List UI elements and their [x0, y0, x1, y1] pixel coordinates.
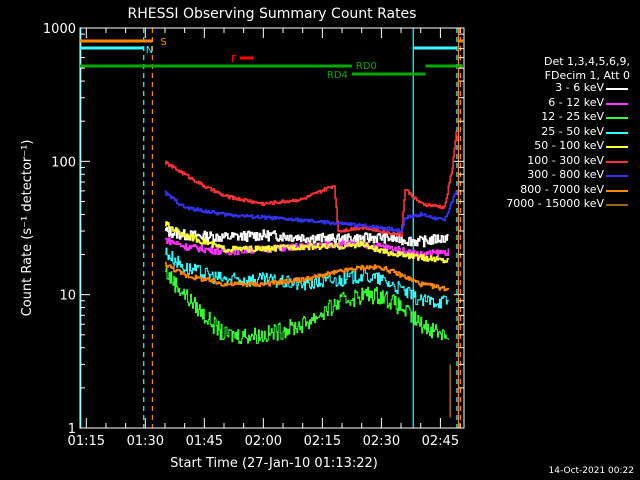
x-tick-label: 01:30	[127, 434, 164, 449]
series-line-6	[165, 190, 457, 233]
x-tick-label: 02:15	[304, 434, 341, 449]
legend-swatch	[606, 131, 628, 134]
legend-entry: 800 - 7000 keV	[480, 183, 630, 196]
legend-entry: 100 - 300 keV	[480, 154, 630, 167]
y-tick-label: 10	[59, 289, 76, 304]
x-tick-label: 01:45	[186, 434, 223, 449]
x-tick-label: 02:30	[363, 434, 400, 449]
series-line-2	[165, 267, 449, 344]
y-tick-label: 1	[68, 422, 76, 437]
flag-label-rd4: RD4	[327, 70, 348, 81]
x-axis-label: Start Time (27-Jan-10 01:13:22)	[170, 456, 378, 471]
plot-frame	[79, 27, 465, 429]
legend-label: 3 - 6 keV	[555, 81, 604, 94]
flag-label-n: N	[146, 45, 153, 56]
legend-header-line: FDecim 1, Att 0	[544, 69, 630, 82]
generation-timestamp: 14-Oct-2021 00:22	[548, 466, 634, 476]
x-tick-label: 01:15	[68, 434, 105, 449]
flag-label-f: F	[231, 54, 237, 65]
legend-label: 7000 - 15000 keV	[506, 197, 604, 210]
legend-label: 100 - 300 keV	[527, 153, 604, 167]
legend-swatch	[606, 88, 628, 90]
legend-entry: 3 - 6 keV	[480, 81, 630, 94]
legend-swatch	[606, 146, 628, 148]
legend-label: 300 - 800 keV	[527, 168, 604, 181]
legend-swatch	[606, 102, 628, 105]
series-line-3	[165, 247, 449, 309]
legend-entry: 25 - 50 keV	[480, 125, 630, 138]
series-line-7	[165, 261, 450, 292]
y-tick-label: 1000	[43, 22, 76, 37]
legend-entry: 50 - 100 keV	[480, 139, 630, 152]
chart-title: RHESSI Observing Summary Count Rates	[128, 6, 417, 22]
legend-swatch	[606, 189, 628, 192]
legend-label: 50 - 100 keV	[534, 139, 604, 152]
series-line-4	[165, 221, 450, 264]
legend-swatch	[606, 204, 628, 206]
legend-label: 12 - 25 keV	[541, 110, 604, 123]
legend-swatch	[606, 160, 628, 163]
y-axis-label: Count Rate (s⁻¹ detector⁻¹)	[20, 140, 35, 317]
legend-swatch	[606, 175, 628, 177]
legend-header-line: Det 1,3,4,5,6,9,	[543, 55, 630, 68]
legend-entry: 6 - 12 keV	[480, 96, 630, 109]
series-line-5	[165, 131, 457, 237]
legend-label: 6 - 12 keV	[548, 95, 604, 109]
legend-entry: 300 - 800 keV	[480, 168, 630, 181]
y-tick-label: 100	[51, 155, 76, 170]
legend-label: 800 - 7000 keV	[520, 182, 604, 196]
x-tick-label: 02:45	[422, 434, 459, 449]
x-tick-label: 02:00	[245, 434, 282, 449]
legend-entry: 7000 - 15000 keV	[480, 197, 630, 210]
flag-label-rd0: RD0	[356, 61, 377, 72]
legend-label: 25 - 50 keV	[541, 124, 604, 138]
legend-entry: 12 - 25 keV	[480, 110, 630, 123]
legend-swatch	[606, 117, 628, 119]
flag-label-s: S	[160, 37, 166, 48]
